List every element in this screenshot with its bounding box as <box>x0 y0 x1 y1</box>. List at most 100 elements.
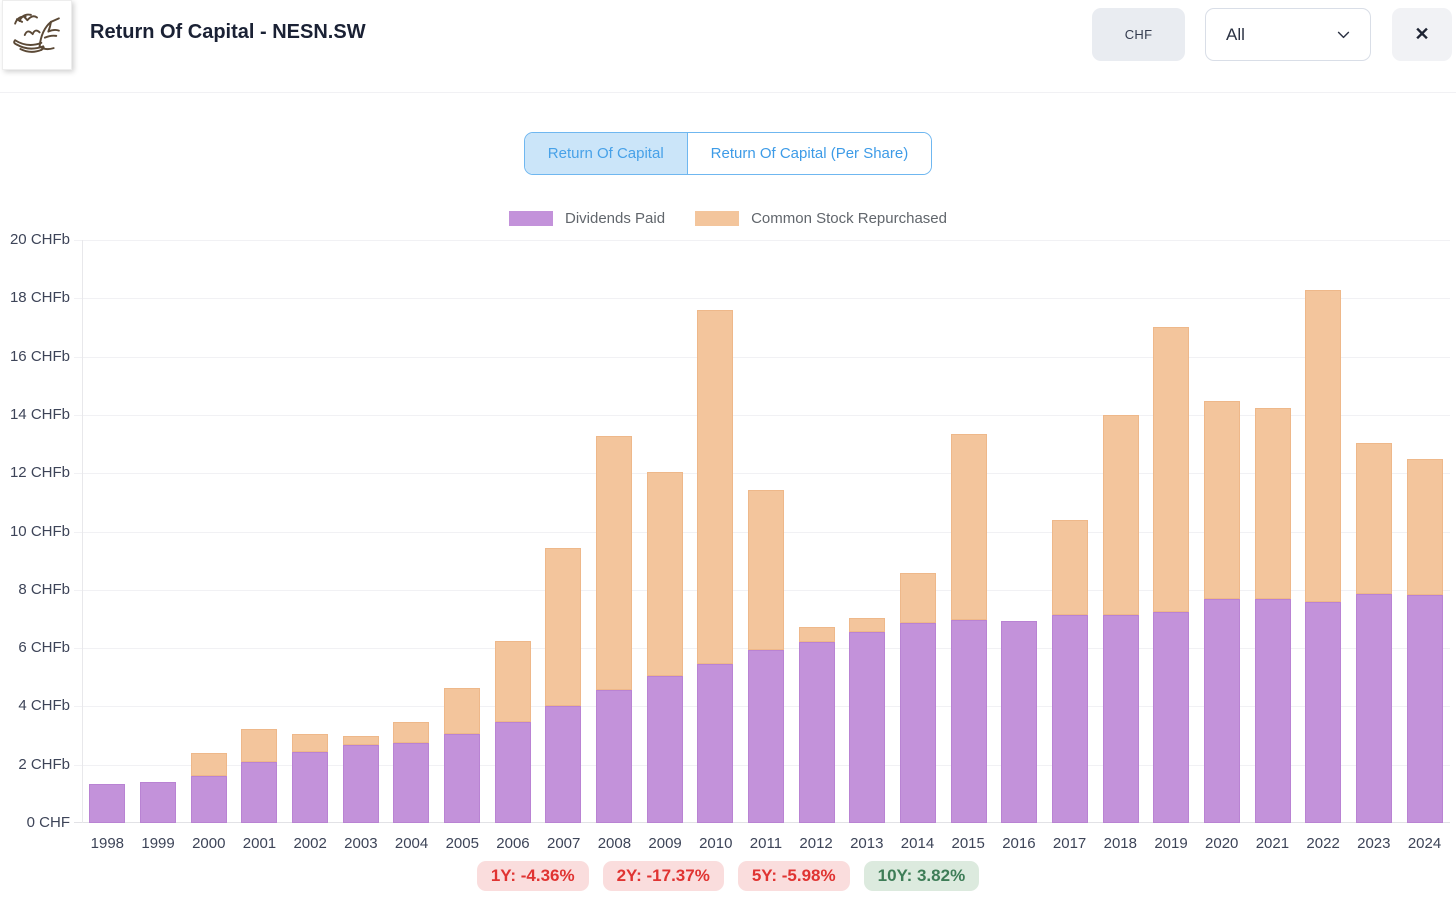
bar-segment-dividends-paid[interactable] <box>444 733 480 823</box>
bar-2015[interactable] <box>950 434 987 823</box>
bar-segment-stock-repurchased[interactable] <box>646 471 683 676</box>
bar-2012[interactable] <box>798 626 835 823</box>
bar-segment-dividends-paid[interactable] <box>748 650 784 823</box>
bar-segment-dividends-paid[interactable] <box>1001 620 1038 823</box>
bar-2021[interactable] <box>1254 407 1291 823</box>
bar-segment-stock-repurchased[interactable] <box>190 753 227 776</box>
bar-segment-dividends-paid[interactable] <box>1153 612 1190 823</box>
bar-segment-stock-repurchased[interactable] <box>393 721 430 743</box>
bar-segment-stock-repurchased[interactable] <box>950 434 987 621</box>
bar-2017[interactable] <box>1052 519 1088 823</box>
bar-2014[interactable] <box>900 573 936 823</box>
bar-2019[interactable] <box>1153 326 1190 823</box>
currency-button[interactable]: CHF <box>1092 8 1185 61</box>
tab-return-of-capital-per-share[interactable]: Return Of Capital (Per Share) <box>686 133 932 174</box>
bar-2003[interactable] <box>342 736 379 823</box>
x-tick-label: 2019 <box>1154 835 1188 852</box>
bar-segment-stock-repurchased[interactable] <box>1356 442 1392 595</box>
bar-2002[interactable] <box>292 734 328 823</box>
bar-2016[interactable] <box>1001 620 1038 823</box>
bar-segment-dividends-paid[interactable] <box>849 632 886 823</box>
bar-segment-stock-repurchased[interactable] <box>798 626 835 642</box>
y-tick-label: 10 CHFb <box>9 523 70 540</box>
bar-segment-dividends-paid[interactable] <box>241 761 278 823</box>
tab-return-of-capital[interactable]: Return Of Capital <box>524 133 687 174</box>
bar-segment-stock-repurchased[interactable] <box>545 547 582 707</box>
bar-2011[interactable] <box>748 490 784 823</box>
bar-2008[interactable] <box>596 436 632 823</box>
bar-2004[interactable] <box>393 721 430 823</box>
bar-segment-dividends-paid[interactable] <box>89 784 126 823</box>
bar-segment-stock-repurchased[interactable] <box>1102 415 1139 616</box>
bar-segment-dividends-paid[interactable] <box>646 675 683 823</box>
bar-segment-dividends-paid[interactable] <box>545 706 582 823</box>
bar-segment-dividends-paid[interactable] <box>697 664 734 823</box>
bar-segment-dividends-paid[interactable] <box>292 752 328 823</box>
bar-segment-dividends-paid[interactable] <box>494 721 531 823</box>
close-button[interactable]: ✕ <box>1392 8 1452 61</box>
bar-segment-dividends-paid[interactable] <box>190 775 227 823</box>
bar-segment-stock-repurchased[interactable] <box>1254 407 1291 599</box>
bar-segment-dividends-paid[interactable] <box>1356 594 1392 823</box>
chart-legend: Dividends Paid Common Stock Repurchased <box>0 210 1456 227</box>
bar-segment-stock-repurchased[interactable] <box>1305 289 1342 602</box>
bar-segment-dividends-paid[interactable] <box>393 742 430 823</box>
bar-2001[interactable] <box>241 729 278 823</box>
bar-2020[interactable] <box>1204 400 1240 823</box>
x-tick-label: 2011 <box>749 835 783 852</box>
bar-segment-stock-repurchased[interactable] <box>1153 326 1190 613</box>
bar-2018[interactable] <box>1102 415 1139 823</box>
bar-2010[interactable] <box>697 309 734 823</box>
badge-2y: 2Y: -17.37% <box>602 861 724 891</box>
bar-segment-stock-repurchased[interactable] <box>444 688 480 734</box>
bar-2024[interactable] <box>1406 459 1443 823</box>
bar-segment-stock-repurchased[interactable] <box>849 618 886 633</box>
bar-segment-stock-repurchased[interactable] <box>748 490 784 651</box>
bar-2005[interactable] <box>444 688 480 823</box>
bar-2006[interactable] <box>494 640 531 823</box>
range-select-value: All <box>1226 24 1245 44</box>
range-select[interactable]: All <box>1205 8 1371 61</box>
bar-segment-stock-repurchased[interactable] <box>1052 519 1088 616</box>
legend-item-stock-repurchased[interactable]: Common Stock Repurchased <box>695 210 947 227</box>
bar-2022[interactable] <box>1305 289 1342 823</box>
bar-segment-stock-repurchased[interactable] <box>292 734 328 753</box>
x-tick-label: 2021 <box>1255 835 1290 852</box>
bar-segment-dividends-paid[interactable] <box>900 623 936 823</box>
bar-segment-stock-repurchased[interactable] <box>241 729 278 762</box>
header: Return Of Capital - NESN.SW CHF All ✕ <box>0 0 1456 93</box>
bar-1998[interactable] <box>89 784 126 823</box>
y-tick-label: 8 CHFb <box>18 581 70 598</box>
bar-segment-dividends-paid[interactable] <box>140 782 176 823</box>
x-tick-label: 2006 <box>496 835 530 852</box>
bar-segment-dividends-paid[interactable] <box>798 641 835 823</box>
bar-segment-dividends-paid[interactable] <box>342 745 379 823</box>
bar-segment-dividends-paid[interactable] <box>596 689 632 823</box>
stacked-bar-chart: 20 CHFb 18 CHFb 16 CHFb 14 CHFb 12 CHFb 10 CH… <box>0 231 1456 831</box>
bar-segment-stock-repurchased[interactable] <box>1406 459 1443 596</box>
bar-2007[interactable] <box>545 547 582 823</box>
x-tick-label: 2022 <box>1306 835 1340 852</box>
bar-segment-dividends-paid[interactable] <box>1406 595 1443 823</box>
legend-item-dividends-paid[interactable]: Dividends Paid <box>509 210 665 227</box>
bar-segment-stock-repurchased[interactable] <box>900 573 936 624</box>
bar-segment-stock-repurchased[interactable] <box>494 640 531 722</box>
bar-segment-dividends-paid[interactable] <box>1102 615 1139 823</box>
bar-segment-dividends-paid[interactable] <box>950 620 987 823</box>
bar-segment-stock-repurchased[interactable] <box>697 309 734 665</box>
bar-segment-stock-repurchased[interactable] <box>596 436 632 690</box>
bar-2000[interactable] <box>190 753 227 823</box>
bar-segment-dividends-paid[interactable] <box>1254 598 1291 823</box>
x-tick-label: 2002 <box>293 835 327 852</box>
bar-1999[interactable] <box>140 782 176 823</box>
bar-segment-stock-repurchased[interactable] <box>1204 400 1240 599</box>
x-tick-label: 2023 <box>1357 835 1391 852</box>
bar-segment-dividends-paid[interactable] <box>1052 615 1088 823</box>
bar-2013[interactable] <box>849 618 886 823</box>
bar-segment-stock-repurchased[interactable] <box>342 736 379 746</box>
bar-2023[interactable] <box>1356 442 1392 823</box>
bar-segment-dividends-paid[interactable] <box>1204 598 1240 823</box>
bar-2009[interactable] <box>646 471 683 823</box>
bar-segment-dividends-paid[interactable] <box>1305 601 1342 823</box>
bird-nest-icon <box>13 13 60 53</box>
